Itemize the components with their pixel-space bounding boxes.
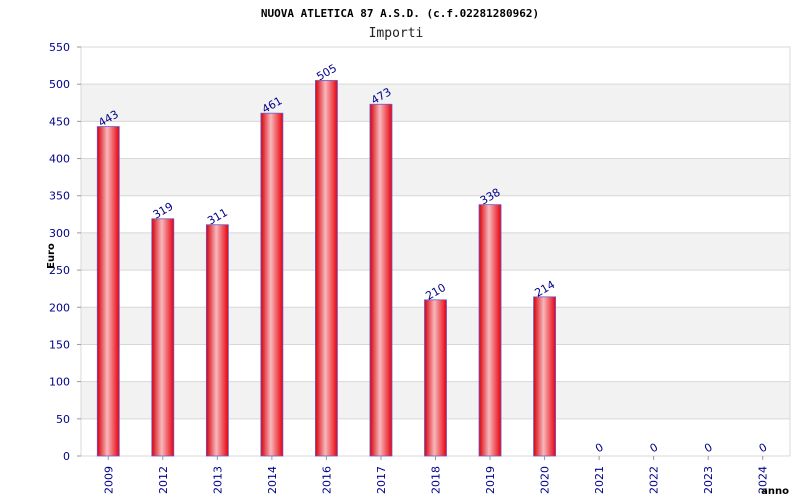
y-tick-label: 150 xyxy=(49,338,70,351)
x-tick-label-2012: 2012 xyxy=(157,466,170,494)
y-tick-label: 300 xyxy=(49,227,70,240)
value-label-2018: 210 xyxy=(423,281,448,303)
x-tick-label-2014: 2014 xyxy=(266,466,279,494)
x-tick-label-2019: 2019 xyxy=(484,466,497,494)
value-label-2021: 0 xyxy=(593,441,606,456)
bar-2009 xyxy=(96,126,120,457)
x-tick-label-2022: 2022 xyxy=(648,466,661,494)
bar-2012 xyxy=(151,218,175,457)
x-tick-label-2018: 2018 xyxy=(430,466,443,494)
y-tick-label: 400 xyxy=(49,153,70,166)
y-tick-label: 100 xyxy=(49,376,70,389)
value-label-2022: 0 xyxy=(648,441,661,456)
x-axis-ticks: 2009 2012 2013 2014 2016 2017 2018 2019 2020 2021… xyxy=(102,456,770,494)
x-tick-label-2009: 2009 xyxy=(102,466,115,494)
x-tick-label-2023: 2023 xyxy=(702,466,715,494)
y-tick-label: 0 xyxy=(63,450,70,463)
y-tick-label: 200 xyxy=(49,301,70,314)
bars xyxy=(96,80,556,457)
value-label-2023: 0 xyxy=(702,441,715,456)
value-label-2024: 0 xyxy=(757,441,770,456)
value-label-2013: 311 xyxy=(205,206,230,228)
bar-2017 xyxy=(369,103,393,457)
y-tick-label: 450 xyxy=(49,115,70,128)
value-label-2012: 319 xyxy=(151,200,176,222)
y-tick-label: 50 xyxy=(56,413,70,426)
value-label-2016: 505 xyxy=(314,62,339,84)
value-label-2020: 214 xyxy=(532,278,557,300)
grid-band xyxy=(81,84,790,122)
bar-2019 xyxy=(478,204,502,457)
y-tick-label: 350 xyxy=(49,190,70,203)
x-tick-label-2020: 2020 xyxy=(539,466,552,494)
y-axis-ticks: 0 50 100 150 200 250 300 350 400 450 500 550 xyxy=(49,41,70,463)
bar-2016 xyxy=(315,80,338,457)
x-tick-label-2016: 2016 xyxy=(320,466,333,494)
bar-2020 xyxy=(533,296,556,457)
chart-title: NUOVA ATLETICA 87 A.S.D. (c.f.0228128096… xyxy=(261,7,539,20)
grid-band xyxy=(81,158,790,196)
bar-2014 xyxy=(260,112,284,457)
y-tick-label: 550 xyxy=(49,41,70,54)
bar-2013 xyxy=(205,224,229,457)
y-axis-label: Euro xyxy=(46,243,57,269)
y-tick-label: 250 xyxy=(49,264,70,277)
chart-subtitle: Importi xyxy=(369,26,424,41)
x-tick-label-2021: 2021 xyxy=(593,466,606,494)
grid-band xyxy=(81,232,790,271)
x-tick-label-2024: 2024 xyxy=(757,466,770,494)
bar-2018 xyxy=(424,299,447,457)
x-tick-label-2017: 2017 xyxy=(375,466,388,494)
x-axis-label: anno xyxy=(761,486,789,497)
y-tick-label: 500 xyxy=(49,78,70,91)
x-tick-label-2013: 2013 xyxy=(211,466,224,494)
